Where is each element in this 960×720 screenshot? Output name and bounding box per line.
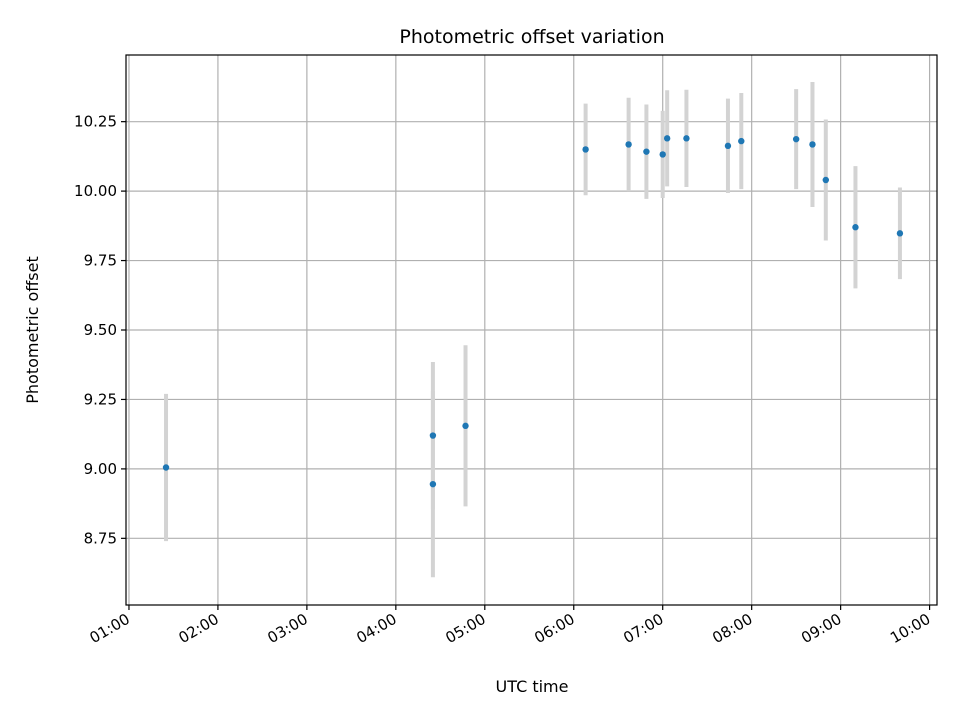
y-tick-label: 9.25 xyxy=(84,390,117,408)
y-tick-label: 9.75 xyxy=(84,252,117,270)
data-point xyxy=(643,148,650,155)
x-tick-label: 01:00 xyxy=(87,610,133,647)
y-axis-ticks: 8.75 9.00 9.25 9.50 9.75 10.00 10.25 xyxy=(74,113,126,547)
x-tick-label: 05:00 xyxy=(442,610,488,647)
chart-title: Photometric offset variation xyxy=(399,26,664,48)
data-point xyxy=(582,146,589,153)
data-point xyxy=(738,137,745,145)
data-point xyxy=(809,141,816,148)
x-tick-label: 04:00 xyxy=(353,610,399,647)
x-tick-label: 03:00 xyxy=(264,610,310,647)
x-tick-label: 09:00 xyxy=(798,610,844,647)
x-tick-label: 06:00 xyxy=(531,610,577,647)
data-point xyxy=(822,176,830,184)
x-axis-ticks: 01:00 02:00 03:00 04:00 05:00 06:00 07:00 08:00… xyxy=(87,605,934,647)
x-axis-label: UTC time xyxy=(496,677,569,696)
data-point xyxy=(162,464,170,471)
x-tick-label: 10:00 xyxy=(887,610,933,647)
data-point xyxy=(429,432,437,439)
y-tick-label: 8.75 xyxy=(84,529,117,547)
grid xyxy=(126,55,937,605)
y-tick-label: 9.00 xyxy=(84,460,117,478)
x-tick-label: 02:00 xyxy=(175,610,221,647)
data-point xyxy=(462,422,469,430)
data-point xyxy=(659,151,666,158)
data-point xyxy=(683,135,690,142)
y-tick-label: 10.25 xyxy=(74,113,117,131)
y-axis-label: Photometric offset xyxy=(23,256,42,404)
data-point xyxy=(625,141,632,148)
data-point xyxy=(724,142,732,150)
y-tick-label: 10.00 xyxy=(74,182,117,200)
data-point xyxy=(792,135,800,143)
data-point xyxy=(852,224,859,231)
x-tick-label: 07:00 xyxy=(620,610,666,647)
data-point xyxy=(896,230,904,237)
data-points xyxy=(162,135,904,488)
y-tick-label: 9.50 xyxy=(84,321,117,339)
data-point xyxy=(429,480,437,488)
x-tick-label: 08:00 xyxy=(709,610,755,647)
data-point xyxy=(663,135,671,142)
